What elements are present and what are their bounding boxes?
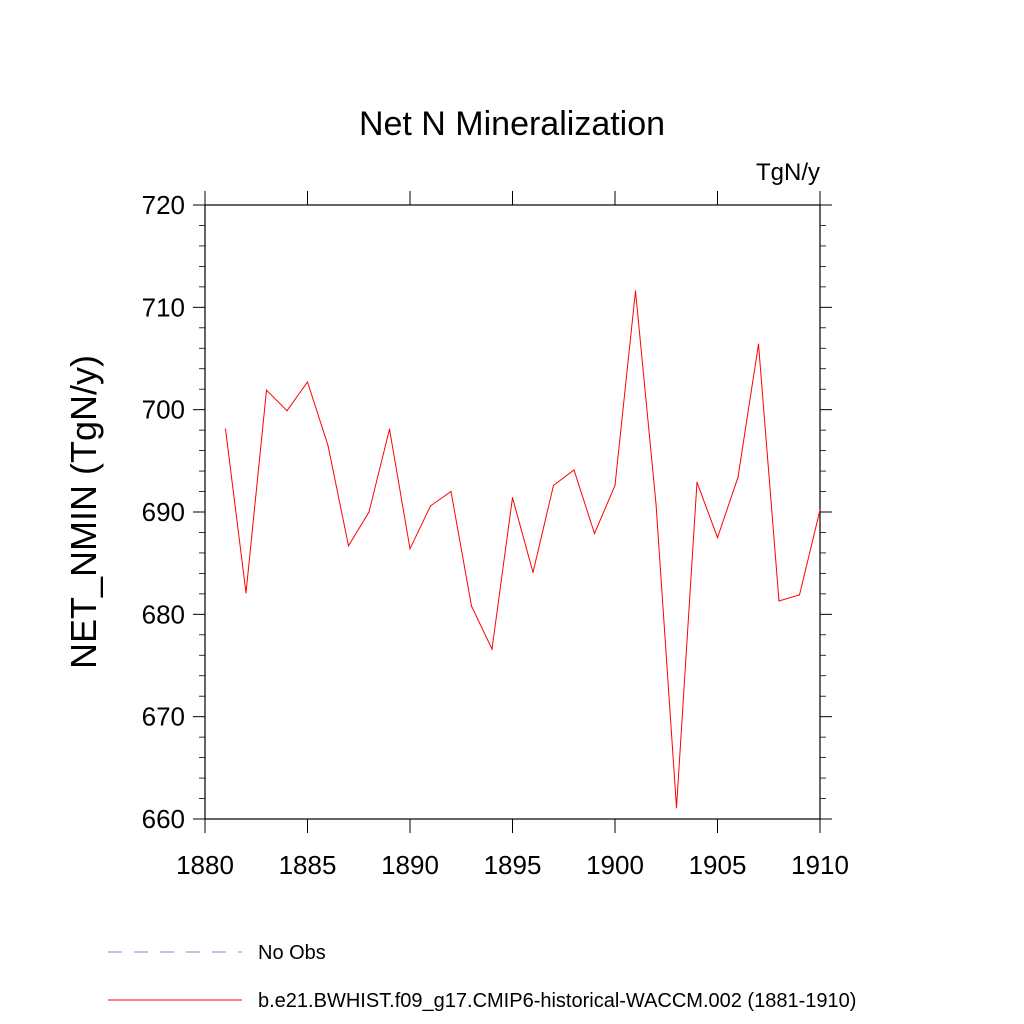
data-point: [634, 290, 637, 292]
data-point: [819, 509, 821, 511]
data-point: [696, 481, 698, 483]
x-tick-label: 1885: [279, 850, 337, 880]
y-tick-label: 700: [142, 395, 185, 425]
x-tick-label: 1905: [689, 850, 747, 880]
data-point: [778, 600, 780, 602]
data-point: [429, 505, 432, 507]
data-point: [409, 548, 411, 550]
axis-ticks: 660 670 680 690 700 710 720 1880 1885 1890 1895 190…: [142, 190, 849, 880]
data-point: [368, 511, 370, 513]
y-tick-label: 660: [142, 804, 185, 834]
data-point: [491, 648, 493, 650]
data-point: [265, 389, 268, 391]
data-point: [224, 428, 227, 430]
data-point: [757, 343, 760, 345]
data-point: [286, 410, 288, 412]
legend-label: No Obs: [258, 942, 326, 964]
data-point: [327, 444, 329, 447]
series-line: [225, 290, 821, 808]
legend: No Obs b.e21.BWHIST.f09_g17.CMIP6-histori…: [108, 942, 856, 1012]
y-tick-label: 680: [142, 599, 185, 629]
legend-label: b.e21.BWHIST.f09_g17.CMIP6-historical-WA…: [258, 990, 856, 1012]
y-tick-label: 720: [142, 190, 185, 220]
data-point: [532, 571, 534, 573]
y-tick-label: 710: [142, 292, 185, 322]
x-tick-label: 1895: [484, 850, 542, 880]
data-point: [675, 807, 678, 809]
x-tick-label: 1900: [586, 850, 644, 880]
x-tick-label: 1890: [381, 850, 439, 880]
data-point: [737, 476, 739, 478]
y-tick-label: 670: [142, 702, 185, 732]
data-point: [470, 605, 473, 607]
data-point: [450, 490, 452, 493]
units-label: TgN/y: [756, 159, 820, 186]
x-tick-label: 1910: [791, 850, 849, 880]
data-point: [593, 532, 596, 535]
plot-frame: [204, 204, 821, 820]
chart-title: Net N Mineralization: [359, 105, 665, 143]
data-point: [716, 536, 719, 539]
y-tick-label: 690: [142, 497, 185, 527]
data-point: [573, 469, 575, 471]
data-point: [245, 592, 247, 594]
data-point: [306, 381, 309, 383]
data-point: [798, 594, 801, 596]
data-point: [655, 503, 657, 505]
series-group: [224, 290, 821, 809]
y-axis-label: NET_NMIN (TgN/y): [63, 355, 104, 669]
data-point: [614, 484, 616, 486]
x-tick-label: 1880: [176, 850, 234, 880]
data-point: [347, 545, 350, 547]
data-point: [552, 484, 555, 486]
data-point: [511, 497, 514, 499]
data-point: [388, 428, 391, 430]
